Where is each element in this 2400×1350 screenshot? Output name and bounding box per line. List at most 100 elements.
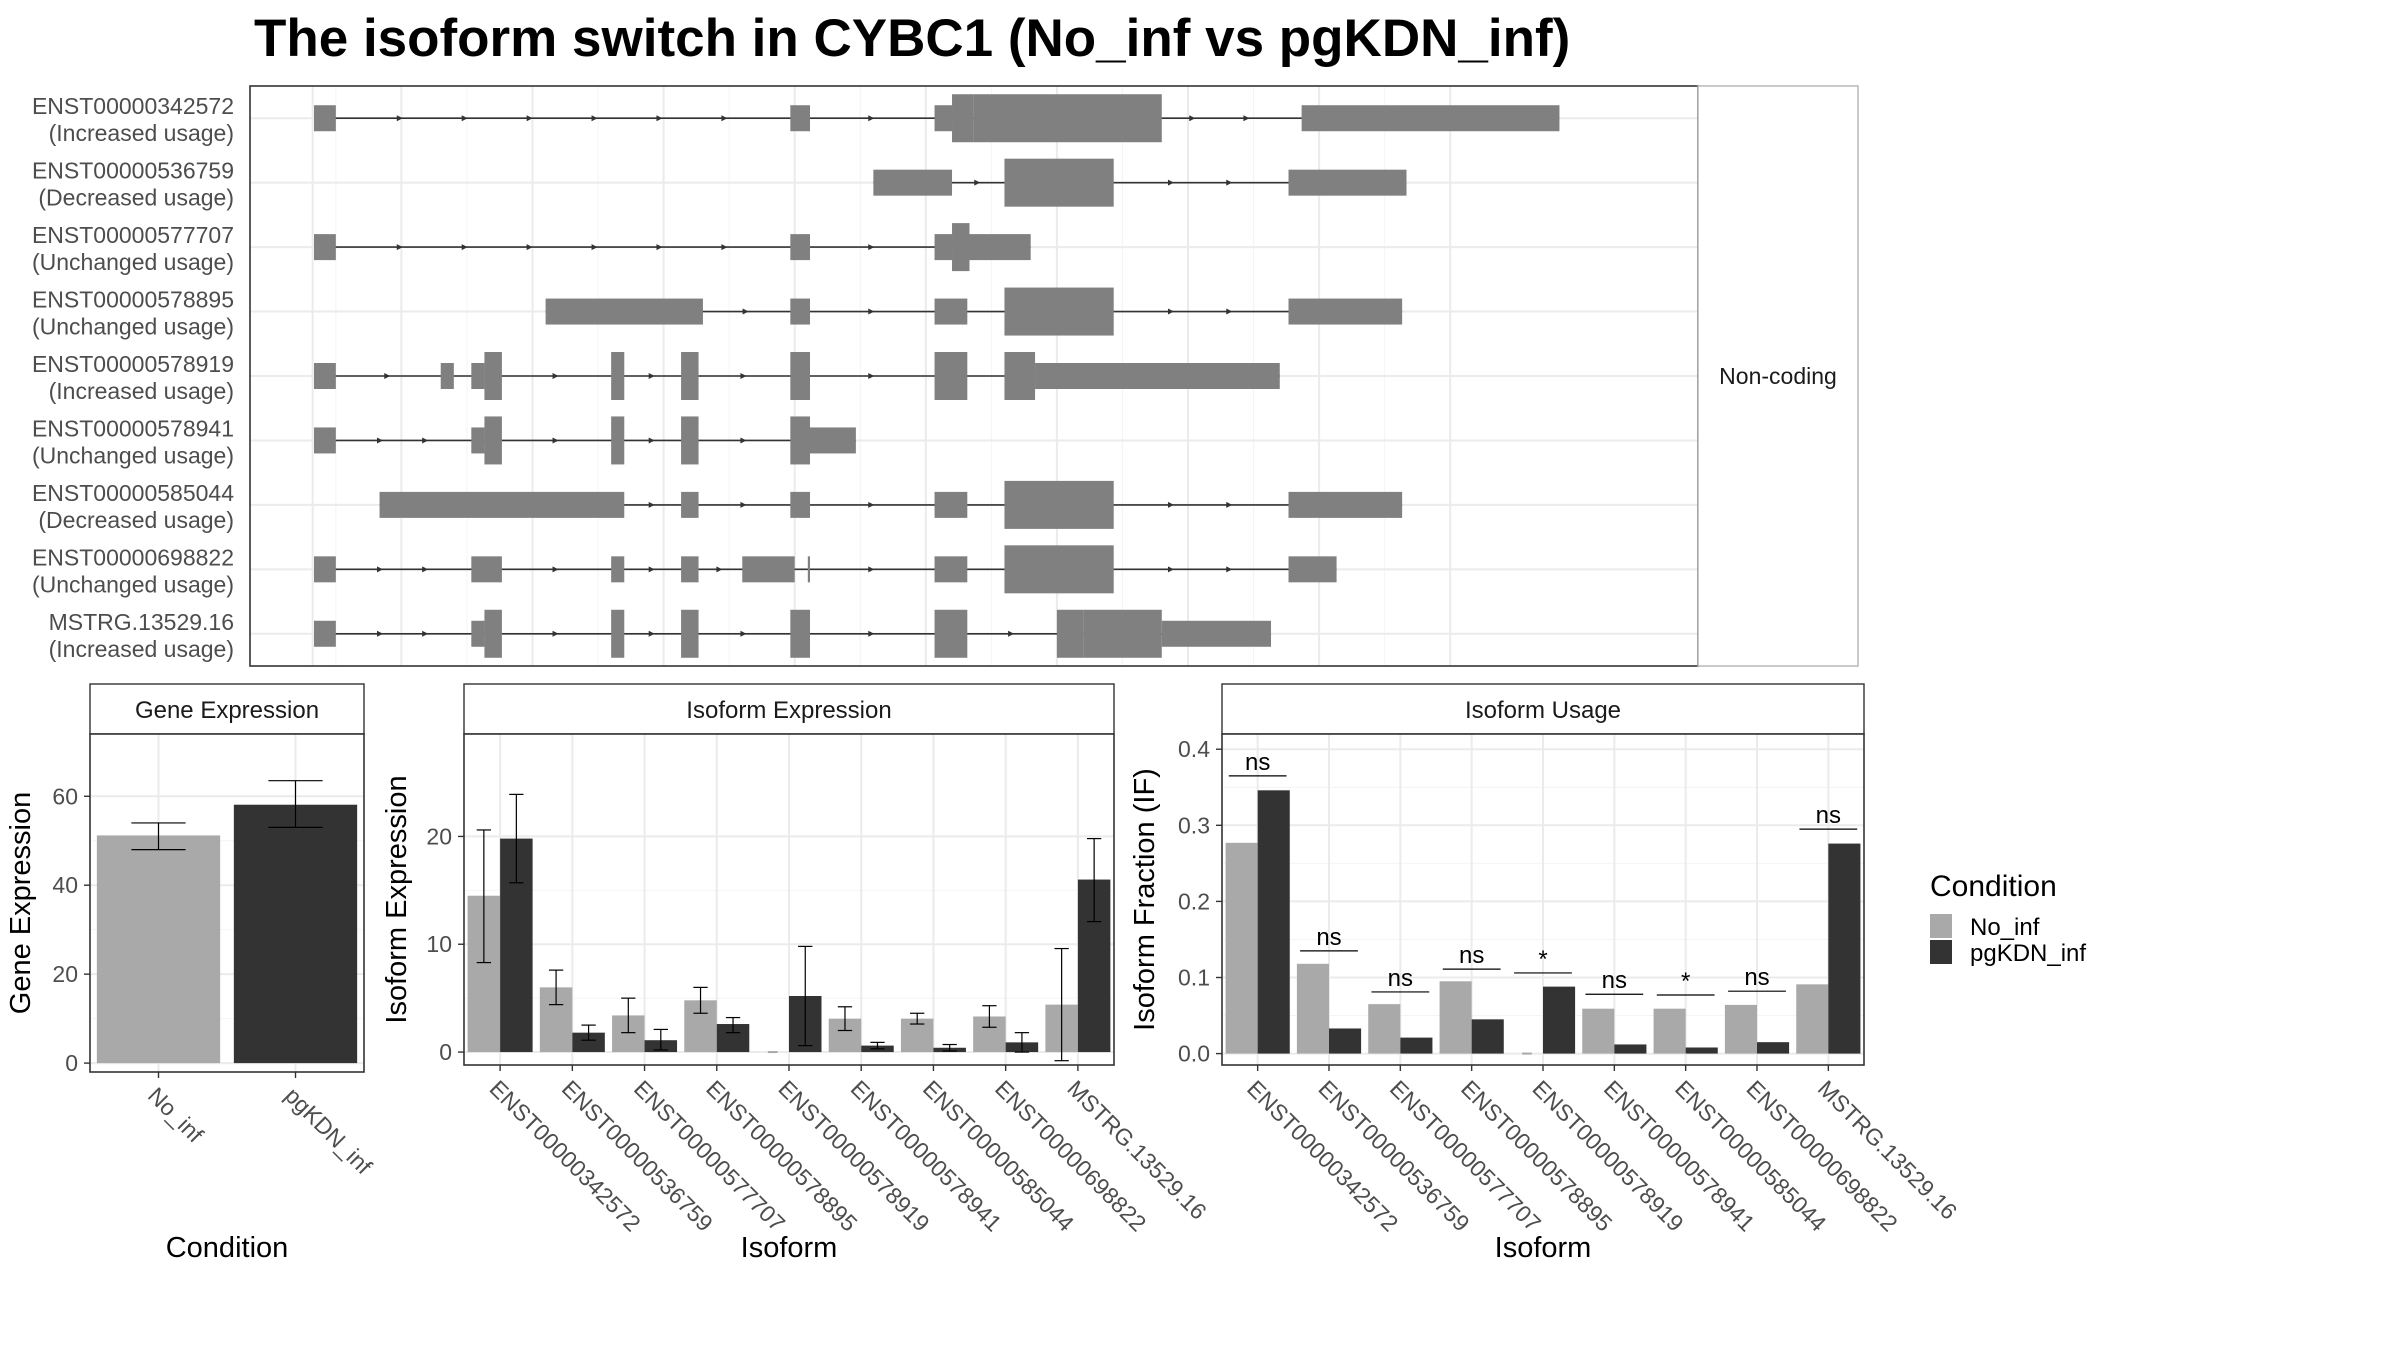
intron-arrow [422,437,429,444]
bar [1653,1008,1686,1054]
y-tick-label: 0.4 [1178,736,1210,762]
intron-arrow [648,373,655,379]
intron-arrow [1226,501,1233,508]
exon-thick [934,609,968,658]
intron-arrow [648,630,655,637]
significance-label: * [1538,946,1547,973]
exon-utr [934,234,953,261]
intron-arrow [1167,501,1174,508]
exon-utr [314,105,336,132]
exon-thick [611,416,625,465]
exon-thick [1004,545,1114,594]
exon-utr [1035,363,1280,389]
intron-arrow [1167,179,1174,186]
intron-arrow [552,566,559,573]
y-tick-label: 10 [426,931,452,957]
bar [1296,963,1329,1054]
intron-arrow [868,244,875,251]
intron-arrow [740,501,747,508]
bar [1543,986,1576,1054]
bar [1368,1004,1401,1054]
intron-arrow [526,115,533,122]
transcript-id-label: MSTRG.13529.16 [49,609,234,635]
exon-thick [934,352,968,400]
y-tick-label: 0 [65,1050,78,1076]
intron-arrow [1243,115,1250,122]
transcript-id-label: ENST00000578919 [32,351,234,377]
transcript-usage-label: (Unchanged usage) [32,571,234,597]
exon-utr [790,298,810,325]
exon-thick [1083,609,1162,658]
exon-utr [934,556,968,583]
figure-title: The isoform switch in CYBC1 (No_inf vs p… [254,9,1570,68]
structure-strip [1697,85,1859,667]
intron-arrow [377,630,384,637]
bar [1796,984,1829,1054]
y-axis-title: Gene Expression [5,792,37,1014]
exon-utr [873,169,953,196]
exon-thick [952,94,974,143]
significance-label: * [1681,968,1690,995]
bar [1257,790,1290,1054]
x-axis-title: Isoform [741,1232,838,1264]
transcript-row [314,609,1272,658]
bar [1724,1004,1757,1054]
exon-thick [611,352,625,400]
exon-utr [471,363,485,389]
significance-label: ns [1816,802,1841,829]
exon-utr [742,556,795,583]
intron-arrow [740,373,747,379]
transcript-id-label: ENST00000585044 [32,480,234,506]
intron-arrow [422,566,429,573]
panel-strip [463,683,1115,735]
exon-thick [484,352,502,400]
exon-thick [790,352,810,400]
y-axis-title: Isoform Fraction (IF) [1129,768,1161,1031]
intron-arrow [868,308,875,315]
exon-thick [681,352,699,400]
exon-utr [807,556,810,583]
y-tick-label: 0 [439,1039,452,1065]
intron-arrow [422,630,429,637]
exon-thick [973,94,1162,143]
intron-arrow [721,244,728,251]
transcript-usage-label: (Decreased usage) [38,185,234,211]
transcript-usage-label: (Unchanged usage) [32,442,234,468]
exon-utr [790,491,810,518]
bar [96,835,221,1064]
intron-arrow [526,244,533,251]
bar [1614,1044,1647,1054]
intron-arrow [377,437,384,444]
bar [1329,1028,1362,1054]
intron-arrow [1189,115,1196,122]
legend-swatch-pgkdn-inf [1930,940,1952,964]
y-tick-label: 60 [52,783,78,809]
significance-label: ns [1459,942,1484,969]
bar [1685,1047,1718,1054]
legend-swatch-no-inf [1930,914,1952,938]
transcript-id-label: ENST00000698822 [32,544,234,570]
intron-arrow [656,244,663,251]
y-tick-label: 0.3 [1178,812,1210,838]
y-tick-label: 20 [426,823,452,849]
transcript-usage-label: (Unchanged usage) [32,249,234,275]
transcript-id-label: ENST00000342572 [32,93,234,119]
exon-utr [1288,169,1407,196]
bar [1439,981,1472,1054]
intron-arrow [648,437,655,444]
transcript-row [873,158,1407,207]
panel-strip-title: Gene Expression [135,697,319,724]
intron-arrow [974,179,981,186]
intron-arrow [721,115,728,122]
exon-utr [1161,620,1272,647]
intron-arrow [384,373,391,379]
exon-thick [1004,158,1114,207]
intron-arrow [656,115,663,122]
exon-utr [471,427,485,454]
structure-strip-label: Non-coding [1719,363,1837,389]
intron-arrow [461,115,468,122]
exon-utr [790,234,810,261]
intron-arrow [868,115,875,122]
intron-arrow [591,115,598,122]
